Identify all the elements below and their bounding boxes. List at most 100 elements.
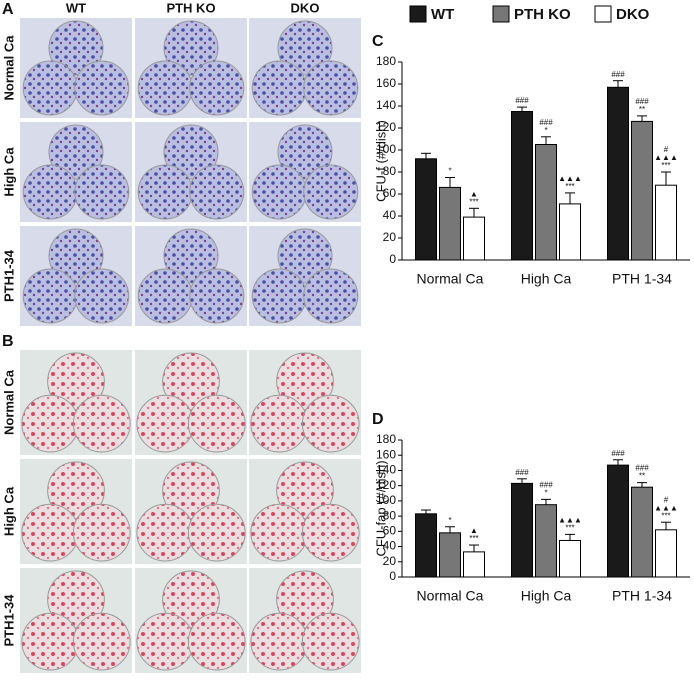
dish bbox=[47, 461, 105, 520]
y-tick-label: 20 bbox=[383, 554, 397, 568]
panel-letter: A bbox=[2, 1, 14, 18]
dish bbox=[22, 60, 78, 116]
dish bbox=[189, 164, 245, 220]
dish bbox=[136, 612, 195, 671]
dish bbox=[48, 124, 104, 180]
significance-mark: *** bbox=[661, 161, 670, 170]
y-tick-label: 0 bbox=[389, 569, 396, 583]
dish bbox=[250, 394, 309, 453]
y-tick-label: 180 bbox=[376, 54, 396, 68]
legend-label: WT bbox=[431, 6, 454, 23]
dish bbox=[189, 268, 245, 324]
y-tick-label: 40 bbox=[383, 208, 397, 222]
x-tick-label: High Ca bbox=[521, 271, 572, 287]
row-label: Normal Ca bbox=[1, 35, 16, 101]
x-tick-label: Normal Ca bbox=[417, 588, 484, 604]
significance-mark: ### bbox=[611, 449, 625, 458]
significance-mark: ▲▲▲ bbox=[654, 503, 678, 512]
dish bbox=[47, 570, 105, 629]
dish bbox=[250, 503, 309, 562]
dish bbox=[301, 503, 360, 562]
dish bbox=[187, 612, 246, 671]
dish bbox=[187, 394, 246, 453]
significance-mark: ▲▲▲ bbox=[654, 153, 678, 162]
bar bbox=[463, 551, 485, 578]
dish bbox=[74, 268, 130, 324]
y-tick-label: 140 bbox=[376, 463, 396, 477]
x-tick-label: High Ca bbox=[521, 588, 572, 604]
panel-letter: D bbox=[372, 411, 384, 428]
dish bbox=[277, 124, 333, 180]
y-tick-label: 80 bbox=[383, 164, 397, 178]
y-tick-label: 100 bbox=[376, 493, 396, 507]
dish bbox=[277, 228, 333, 284]
bar bbox=[655, 529, 677, 578]
row-label: PTH1-34 bbox=[1, 594, 16, 647]
y-tick-label: 120 bbox=[376, 120, 396, 134]
significance-mark: ** bbox=[639, 105, 645, 114]
significance-mark: ▲▲▲ bbox=[558, 515, 582, 524]
significance-mark: ▲ bbox=[470, 526, 478, 535]
bar bbox=[631, 486, 653, 578]
dish bbox=[74, 60, 130, 116]
x-tick-label: PTH 1-34 bbox=[612, 271, 672, 287]
significance-mark: ** bbox=[639, 472, 645, 481]
dish bbox=[189, 60, 245, 116]
significance-mark: *** bbox=[565, 182, 574, 191]
significance-mark: *** bbox=[661, 511, 670, 520]
significance-mark: ### bbox=[515, 468, 529, 477]
dish bbox=[303, 164, 359, 220]
dish bbox=[136, 394, 195, 453]
legend-swatch bbox=[594, 5, 612, 23]
dish bbox=[251, 164, 307, 220]
dish bbox=[250, 612, 309, 671]
dish bbox=[48, 20, 104, 76]
bar bbox=[535, 144, 557, 261]
dish bbox=[303, 60, 359, 116]
dish bbox=[277, 20, 333, 76]
x-tick-label: PTH 1-34 bbox=[612, 588, 672, 604]
dish bbox=[187, 503, 246, 562]
y-axis-label: CFU-fap (#/dish) bbox=[373, 460, 388, 556]
dish bbox=[163, 20, 219, 76]
bar bbox=[511, 482, 533, 578]
dish bbox=[72, 503, 131, 562]
y-tick-label: 60 bbox=[383, 186, 397, 200]
y-tick-label: 80 bbox=[383, 508, 397, 522]
y-tick-label: 140 bbox=[376, 98, 396, 112]
row-label: High Ca bbox=[1, 486, 16, 536]
dish bbox=[251, 268, 307, 324]
y-tick-label: 160 bbox=[376, 76, 396, 90]
significance-mark: ### bbox=[635, 97, 649, 106]
bar bbox=[607, 464, 629, 578]
dish bbox=[276, 570, 334, 629]
dish bbox=[72, 612, 131, 671]
significance-mark: *** bbox=[469, 534, 478, 543]
y-tick-label: 40 bbox=[383, 539, 397, 553]
dish bbox=[301, 612, 360, 671]
dish bbox=[137, 268, 193, 324]
y-tick-label: 120 bbox=[376, 478, 396, 492]
legend-label: PTH KO bbox=[514, 6, 571, 23]
dish bbox=[136, 503, 195, 562]
bar bbox=[559, 539, 581, 578]
significance-mark: * bbox=[544, 488, 547, 497]
significance-mark: ▲ bbox=[470, 189, 478, 198]
bar bbox=[655, 184, 677, 261]
significance-mark: * bbox=[448, 167, 451, 176]
dish bbox=[301, 394, 360, 453]
dish bbox=[162, 461, 220, 520]
legend-swatch bbox=[492, 5, 510, 23]
column-label: PTH KO bbox=[166, 0, 215, 15]
dish bbox=[74, 164, 130, 220]
bar bbox=[559, 203, 581, 261]
dish bbox=[21, 394, 80, 453]
bar bbox=[535, 504, 557, 578]
significance-mark: ### bbox=[611, 70, 625, 79]
y-tick-label: 0 bbox=[389, 252, 396, 266]
panel-letter: C bbox=[372, 33, 384, 50]
bar bbox=[511, 111, 533, 261]
significance-mark: # bbox=[664, 495, 669, 504]
dish bbox=[21, 612, 80, 671]
bar bbox=[631, 120, 653, 261]
